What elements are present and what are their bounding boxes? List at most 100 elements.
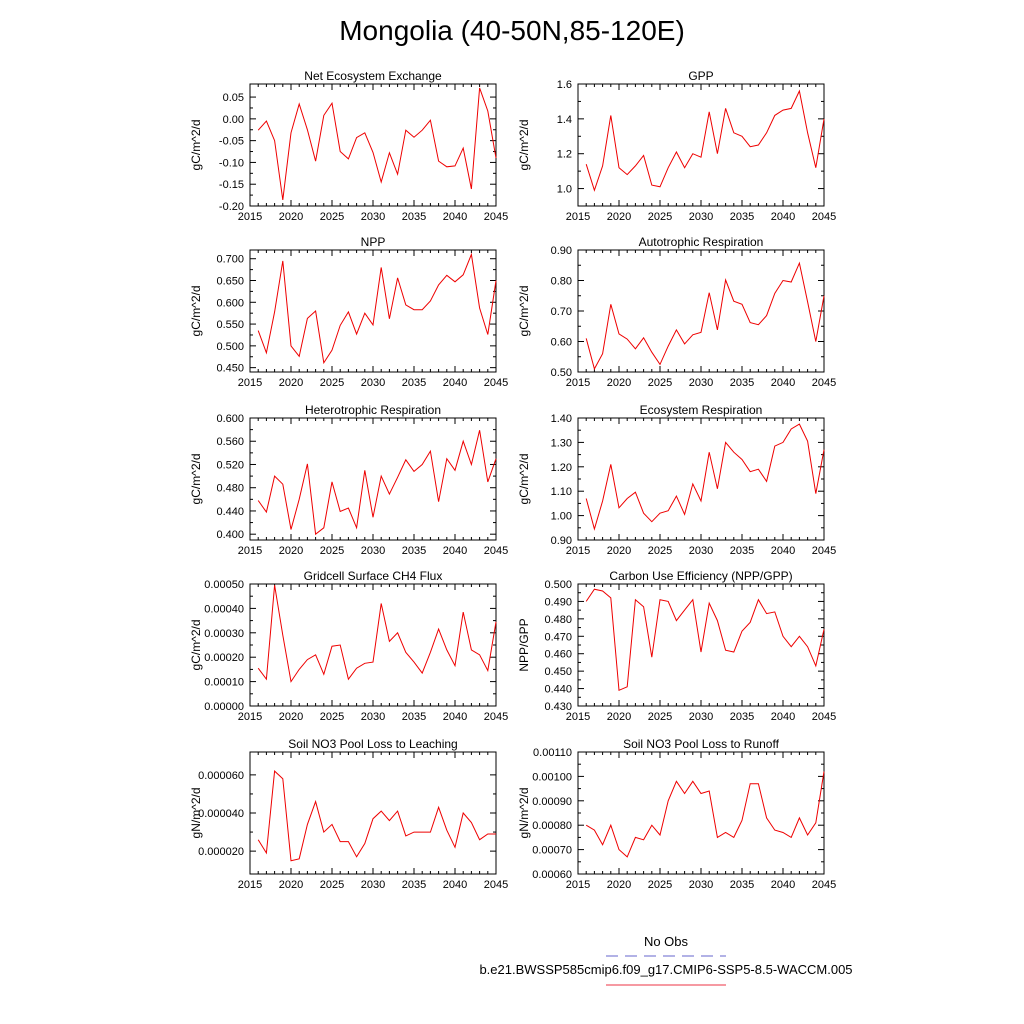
x-tick-label: 2035 <box>730 711 754 723</box>
y-tick-label: 0.90 <box>551 535 572 547</box>
series-line <box>585 771 825 858</box>
y-tick-label: 0.600 <box>216 297 244 309</box>
series-line <box>257 585 497 683</box>
y-tick-label: 0.80 <box>551 276 572 288</box>
legend-label-no-obs: No Obs <box>644 934 689 949</box>
y-tick-label: 0.60 <box>551 337 572 349</box>
plot-frame <box>249 583 497 707</box>
y-tick-label: 1.2 <box>557 149 572 161</box>
x-tick-label: 2040 <box>443 377 467 389</box>
x-tick-label: 2025 <box>320 211 344 223</box>
plot-frame <box>249 249 497 373</box>
panel-title: Autotrophic Respiration <box>639 235 764 249</box>
x-tick-label: 2020 <box>607 211 631 223</box>
x-tick-label: 2045 <box>812 377 836 389</box>
y-axis-label: gC/m^2/d <box>189 120 203 171</box>
y-tick-label: 1.30 <box>551 437 572 449</box>
x-tick-label: 2025 <box>320 711 344 723</box>
y-tick-label: 0.500 <box>216 341 244 353</box>
y-axis-label: gC/m^2/d <box>517 286 531 337</box>
y-tick-label: 0.560 <box>216 436 244 448</box>
x-tick-label: 2040 <box>771 545 795 557</box>
plot-frame <box>577 751 825 875</box>
y-tick-label: 1.20 <box>551 462 572 474</box>
x-tick-label: 2020 <box>279 211 303 223</box>
y-tick-label: 0.00070 <box>532 845 572 857</box>
y-tick-label: 0.400 <box>216 529 244 541</box>
y-tick-label: 0.550 <box>216 319 244 331</box>
plot-frame <box>577 83 825 207</box>
x-tick-label: 2045 <box>484 711 508 723</box>
y-tick-label: 0.00040 <box>204 603 244 615</box>
y-tick-label: 0.00000 <box>204 701 244 713</box>
panel-title: Heterotrophic Respiration <box>305 403 441 417</box>
y-tick-label: 0.000060 <box>198 770 244 782</box>
panel-title: Ecosystem Respiration <box>640 403 763 417</box>
panels: Net Ecosystem Exchange gC/m^2/d 2015 2020 20… <box>189 69 836 891</box>
figure-title: Mongolia (40-50N,85-120E) <box>339 15 685 46</box>
x-tick-label: 2015 <box>238 377 262 389</box>
x-tick-label: 2015 <box>238 211 262 223</box>
y-tick-label: 0.440 <box>216 506 244 518</box>
y-tick-label: 0.490 <box>544 596 572 608</box>
x-tick-label: 2045 <box>812 545 836 557</box>
y-tick-label: 0.00110 <box>533 747 572 759</box>
x-tick-label: 2040 <box>771 879 795 891</box>
y-tick-label: 1.10 <box>551 486 572 498</box>
panel-carbon-use-efficiency-npp-gpp: Carbon Use Efficiency (NPP/GPP) NPP/GPP 20… <box>517 569 836 723</box>
x-tick-label: 2020 <box>279 879 303 891</box>
y-axis-label: gN/m^2/d <box>189 788 203 839</box>
x-tick-label: 2030 <box>361 545 385 557</box>
y-tick-label: 1.00 <box>551 511 572 523</box>
x-tick-label: 2030 <box>689 211 713 223</box>
y-tick-label: 0.00060 <box>532 869 572 881</box>
x-tick-label: 2025 <box>648 879 672 891</box>
x-tick-label: 2030 <box>361 711 385 723</box>
y-tick-label: 1.6 <box>557 79 572 91</box>
y-tick-label: 0.470 <box>544 631 572 643</box>
y-tick-label: 1.0 <box>557 184 572 196</box>
plot-frame <box>249 83 497 207</box>
panel-title: Carbon Use Efficiency (NPP/GPP) <box>609 569 792 583</box>
series-line <box>257 87 497 200</box>
x-tick-label: 2045 <box>812 211 836 223</box>
y-tick-label: 1.4 <box>557 114 572 126</box>
y-tick-label: 0.520 <box>216 459 244 471</box>
x-tick-label: 2025 <box>648 377 672 389</box>
panel-gpp: GPP gC/m^2/d 2015 2020 2025 2030 2035 2040 2045 1… <box>517 69 836 223</box>
panel-title: Soil NO3 Pool Loss to Runoff <box>623 737 780 751</box>
y-tick-label: 0.00 <box>223 114 244 126</box>
x-tick-label: 2040 <box>443 211 467 223</box>
x-tick-label: 2035 <box>730 377 754 389</box>
x-tick-label: 2035 <box>402 711 426 723</box>
x-tick-label: 2020 <box>279 545 303 557</box>
y-tick-label: 0.480 <box>216 483 244 495</box>
x-tick-label: 2035 <box>402 211 426 223</box>
y-axis-label: gC/m^2/d <box>517 454 531 505</box>
y-axis-label: gC/m^2/d <box>189 286 203 337</box>
y-tick-label: 0.00030 <box>204 628 244 640</box>
y-tick-label: 0.00080 <box>532 820 572 832</box>
x-tick-label: 2015 <box>238 711 262 723</box>
legend: No Obs b.e21.BWSSP585cmip6.f09_g17.CMIP6… <box>479 934 853 986</box>
x-tick-label: 2045 <box>812 711 836 723</box>
x-tick-label: 2035 <box>402 545 426 557</box>
y-tick-label: 1.40 <box>551 413 572 425</box>
y-tick-label: 0.70 <box>551 306 572 318</box>
x-tick-label: 2040 <box>443 711 467 723</box>
x-tick-label: 2030 <box>689 545 713 557</box>
series-line <box>585 423 825 531</box>
y-axis-label: gC/m^2/d <box>517 120 531 171</box>
y-tick-label: 0.000020 <box>198 846 244 858</box>
series-line <box>585 89 825 192</box>
panel-gridcell-surface-ch4-flux: Gridcell Surface CH4 Flux gC/m^2/d 2015 202… <box>189 569 508 723</box>
panel-title: Gridcell Surface CH4 Flux <box>304 569 443 583</box>
panel-title: NPP <box>361 235 386 249</box>
series-line <box>585 261 825 371</box>
y-tick-label: 0.450 <box>544 666 572 678</box>
plot-frame <box>249 417 497 541</box>
y-tick-label: 0.05 <box>223 92 244 104</box>
y-axis-label: gC/m^2/d <box>189 454 203 505</box>
x-tick-label: 2015 <box>566 711 590 723</box>
